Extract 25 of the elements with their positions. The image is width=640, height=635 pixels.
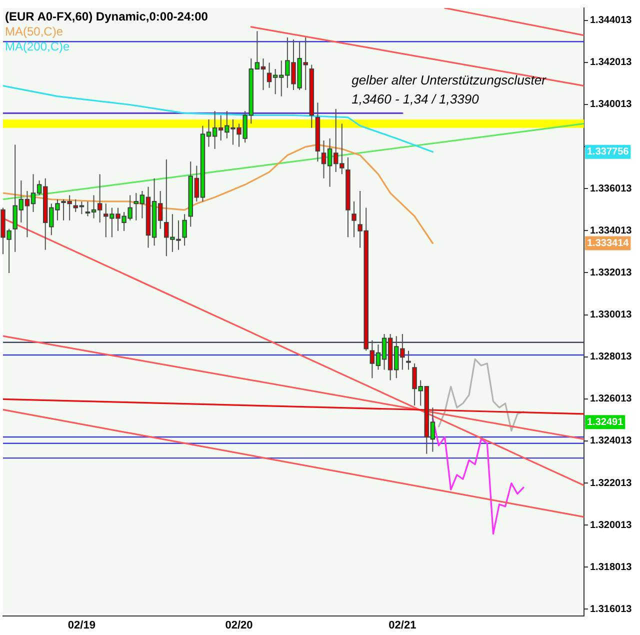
- chart-title: (EUR A0-FX,60) Dynamic,0:00-24:00: [5, 9, 208, 24]
- y-tick-label: 1.340013: [590, 99, 632, 110]
- y-tick-label: 1.332013: [590, 267, 632, 278]
- y-tick-label: 1.336013: [590, 183, 632, 194]
- y-tick-label: 1.344013: [590, 15, 632, 26]
- text: 1.333414: [587, 238, 630, 250]
- text: MA(200,C)e: [5, 39, 70, 54]
- annotation: 1,3460 - 1,34 / 1,3390: [352, 92, 480, 107]
- y-tick-label: 1.318013: [590, 562, 632, 573]
- y-tick-label: 1.330013: [590, 310, 632, 321]
- x-tick-label: 02/21: [388, 619, 416, 632]
- text: 1.337756: [587, 146, 630, 158]
- x-tick-label: 02/19: [68, 619, 96, 632]
- y-tick-label: 1.324013: [590, 436, 632, 447]
- text: MA(50,C)e: [5, 24, 64, 38]
- y-tick-label: 1.316013: [590, 604, 632, 615]
- x-tick-label: 02/20: [225, 619, 253, 632]
- text: 1.32491: [587, 416, 624, 428]
- y-tick-label: 1.320013: [590, 520, 632, 531]
- annotation: gelber alter Unterstützungscluster: [352, 72, 547, 88]
- y-tick-label: 1.322013: [590, 478, 632, 489]
- y-tick-label: 1.334013: [590, 225, 632, 236]
- y-tick-label: 1.342013: [590, 57, 632, 68]
- y-tick-label: 1.326013: [590, 394, 632, 405]
- y-tick-label: 1.328013: [590, 352, 632, 363]
